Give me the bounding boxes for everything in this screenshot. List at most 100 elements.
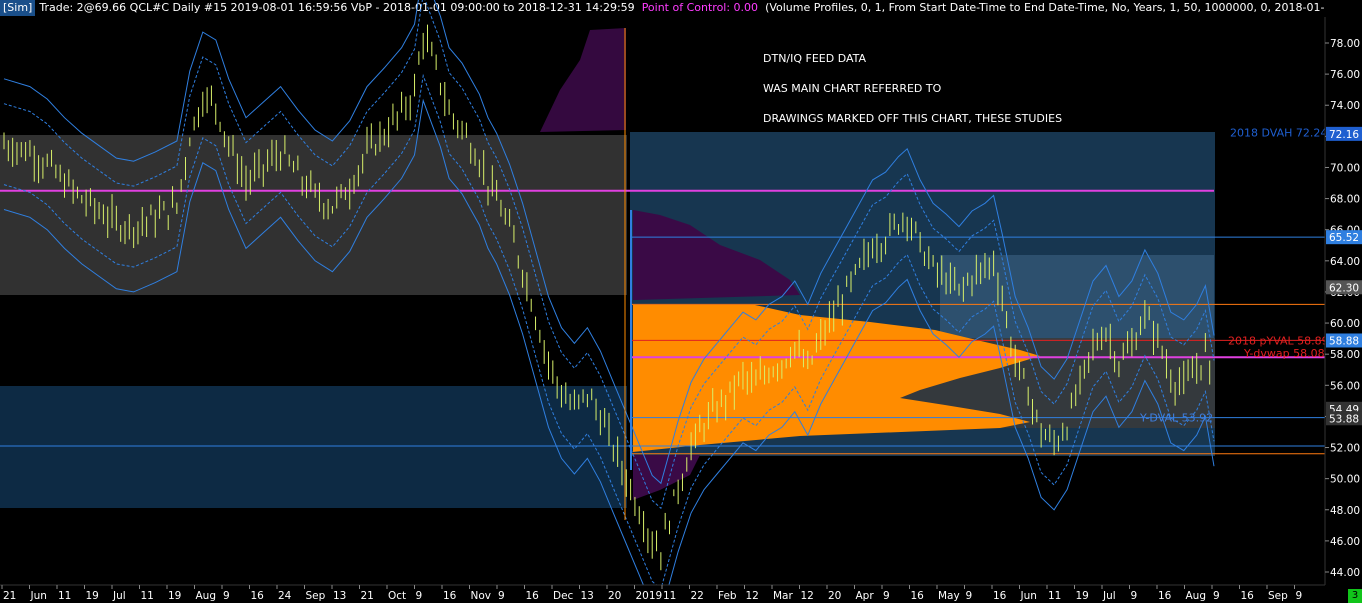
x-tick-label-7: Aug [196,590,217,602]
price-marker-bg-3 [1326,333,1362,348]
sim-badge[interactable]: [Sim] [0,0,36,16]
y-tick-label-15: 48.00 [1330,505,1360,517]
x-tick-label-43: Aug [1186,590,1207,602]
y-tick-label-13: 52.00 [1330,443,1360,455]
x-tick-label-47: 9 [1296,590,1303,602]
annotation-line-1: DTN/IQ FEED DATA [763,52,867,65]
x-tick-label-15: 9 [416,590,423,602]
orange-volume-profile [633,305,1040,452]
value-area-2018-blue [0,386,627,508]
time-axis [0,585,1362,603]
x-tick-label-31: Apr [856,590,875,602]
x-tick-label-38: 11 [1048,590,1061,602]
x-tick-label-45: 16 [1241,590,1255,602]
x-tick-label-17: Nov [471,590,492,602]
purple-profile-2018 [540,28,626,132]
y-tick-label-0: 78.00 [1330,38,1360,50]
price-marker-1: 65.52 [1329,232,1359,244]
y-tick-label-14: 50.00 [1330,474,1360,486]
x-tick-label-26: Feb [718,590,737,602]
x-tick-label-44: 9 [1213,590,1220,602]
price-marker-bg-1 [1326,230,1362,245]
y-tick-label-17: 44.00 [1330,567,1360,579]
level-label-3: Y-DVAL 53.92 [1139,412,1213,425]
x-tick-label-23: 2019 [636,590,663,602]
x-tick-label-41: 9 [1131,590,1138,602]
x-tick-label-21: 13 [581,590,594,602]
header-right-edge [1325,0,1362,17]
x-tick-label-20: Dec [553,590,574,602]
x-tick-label-40: Jul [1102,590,1116,602]
lower-band [3,98,1215,603]
x-tick-label-30: 20 [828,590,841,602]
x-tick-label-35: 9 [966,590,973,602]
y-tick-label-11: 56.00 [1330,380,1360,392]
x-tick-label-24: 11 [663,590,676,602]
x-tick-label-25: 22 [691,590,704,602]
x-tick-label-3: 19 [86,590,99,602]
x-tick-label-12: 13 [333,590,346,602]
x-tick-label-42: 16 [1158,590,1172,602]
x-tick-label-4: Jul [112,590,126,602]
x-tick-label-46: Sep [1268,590,1288,602]
x-tick-label-2: 11 [58,590,71,602]
x-tick-label-28: Mar [773,590,793,602]
price-marker-3: 58.88 [1329,335,1359,347]
y-tick-label-4: 70.00 [1330,162,1360,174]
x-tick-label-6: 19 [168,590,181,602]
x-tick-label-14: Oct [388,590,406,602]
level-label-1: 2018 pYVAL 58.89 [1228,334,1329,347]
poc-label: Point of Control: 0.00 [641,1,759,14]
y-tick-label-10: 58.00 [1330,349,1360,361]
annotation-line-2: WAS MAIN CHART REFERRED TO [763,82,942,95]
value-area-2018-gray [0,135,627,295]
x-tick-label-22: 20 [608,590,621,602]
price-marker-bg-2 [1326,280,1362,295]
x-tick-label-34: May [938,590,960,602]
level-label-2: Y-dvwap 58.08 [1243,347,1325,360]
price-marker-bg-5 [1326,411,1362,426]
x-tick-label-5: 11 [141,590,154,602]
x-tick-label-33: 16 [911,590,925,602]
purple-volume-profile-top [633,210,800,300]
purple-volume-profile-bottom [633,455,700,500]
x-tick-label-39: 19 [1076,590,1089,602]
x-tick-label-8: 9 [223,590,230,602]
x-tick-label-9: 16 [251,590,265,602]
y-tick-label-1: 76.00 [1330,69,1360,81]
y-tick-label-16: 46.00 [1330,536,1360,548]
study-params: (Volume Profiles, 0, 1, From Start Date-… [765,1,1325,14]
price-marker-0: 72.16 [1329,129,1359,141]
candlesticks [3,24,1211,571]
upper-band-dashed [3,0,1215,510]
x-tick-label-13: 21 [361,590,374,602]
y-tick-label-7: 64.00 [1330,256,1360,268]
x-tick-label-0: 21 [3,590,16,602]
x-tick-label-18: 9 [498,590,505,602]
price-axis [1325,17,1362,585]
corner-badge[interactable]: 3 [1348,589,1362,603]
horizontal-levels [0,189,1325,455]
upper-band [3,0,1215,485]
x-tick-label-37: Jun [1020,590,1037,602]
x-tick-label-32: 9 [883,590,890,602]
price-marker-bg-0 [1326,126,1362,141]
x-tick-label-10: 24 [278,590,292,602]
x-tick-label-19: 16 [526,590,540,602]
symbol-info: QCL#C Daily #15 2019-08-01 16:59:56 VbP … [129,1,635,14]
level-label-0: 2018 DVAH 72.24 [1230,127,1327,140]
x-tick-label-1: Jun [30,590,47,602]
x-tick-label-27: 12 [746,590,759,602]
price-marker-5: 53.88 [1329,413,1359,425]
annotation-line-3: DRAWINGS MARKED OFF THIS CHART, THESE ST… [763,112,1062,125]
x-tick-label-16: 16 [443,590,457,602]
level-labels: 2018 DVAH 72.24 2018 pYVAL 58.89Y-dvwap 5… [1139,127,1329,425]
time-axis-ticks: 21 Jun 11 19 Jul 11 19 Aug 9 16 24 Sep 13 21 Oct 9 16 Nov… [1,585,1303,602]
trade-label: Trade: 2@69.66 [39,1,127,14]
x-tick-label-11: Sep [306,590,326,602]
chart-header: [Sim] Trade: 2@69.66 QCL#C Daily #15 2019… [0,0,1325,17]
y-tick-label-2: 74.00 [1330,100,1360,112]
y-tick-label-9: 60.00 [1330,318,1360,330]
